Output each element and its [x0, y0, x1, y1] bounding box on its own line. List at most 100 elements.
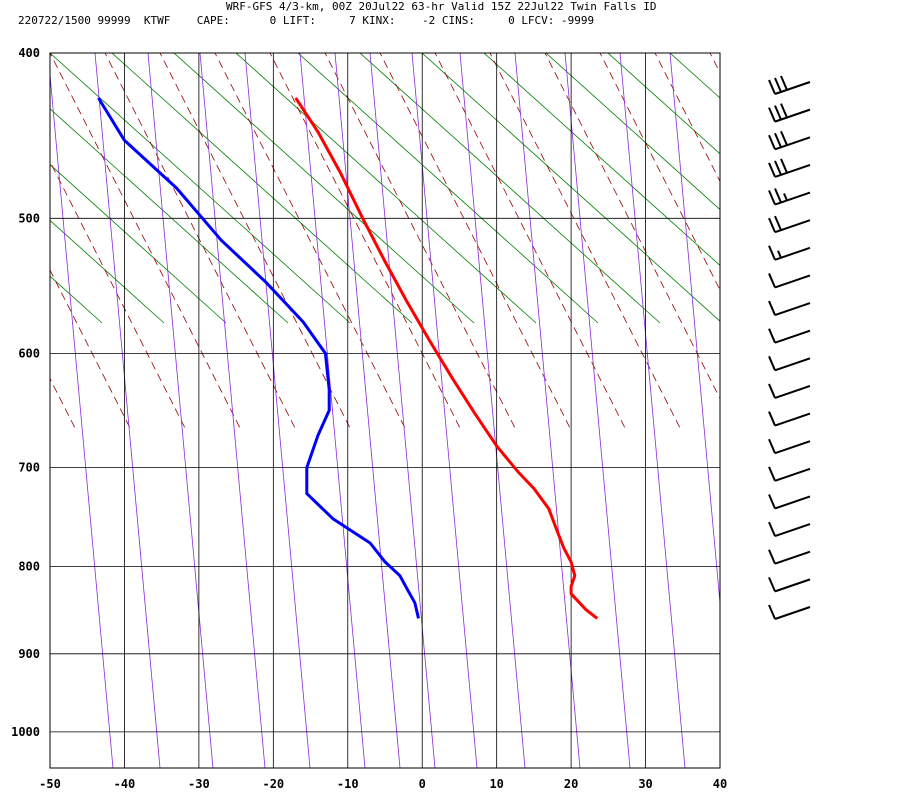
chart-title: WRF-GFS 4/3-km, 00Z 20Jul22 63-hr Valid … [226, 0, 657, 13]
wind-barb [768, 158, 811, 178]
barb-flag [774, 105, 782, 121]
mixing-ratio-line [94, 53, 161, 768]
x-tick-label: -20 [262, 777, 284, 791]
dry-adiabat-line [618, 0, 900, 323]
barb-flag [768, 411, 776, 426]
wind-barb [768, 328, 811, 344]
wind-barb [768, 466, 811, 482]
barb-flag [768, 162, 776, 178]
mixing-ratio-line [669, 53, 720, 608]
moist-adiabat-line [575, 0, 900, 428]
dry-adiabat-line [297, 53, 599, 324]
moist-adiabat-line [544, 53, 720, 400]
barb-flag [780, 158, 788, 174]
mixing-ratio-line [369, 53, 436, 768]
barb-flag [768, 273, 776, 288]
barb-flag [768, 134, 776, 150]
mixing-ratio-line [50, 70, 114, 768]
barb-flag [768, 328, 776, 344]
wind-barb [768, 245, 811, 261]
mixing-ratio-line [299, 53, 366, 768]
moist-adiabat-line [489, 53, 681, 429]
dry-adiabat-line [421, 53, 720, 322]
axis-ticks: -50 -40 -30 -20 -10 0 10 20 30 40 400 500 600 700 800 9… [11, 46, 727, 791]
wind-barb [768, 438, 811, 455]
barb-staff [774, 523, 811, 538]
barb-flag [774, 160, 782, 176]
barb-flag [768, 79, 776, 95]
mixing-ratio-line [411, 53, 478, 768]
wind-barb [768, 188, 811, 206]
barb-flag [768, 576, 776, 592]
barb-flag [768, 383, 776, 399]
wind-barb [768, 273, 811, 289]
wind-barb [768, 521, 811, 538]
moist-adiabat-line [0, 0, 20, 428]
barb-flag [768, 300, 776, 316]
wind-barb [768, 549, 811, 565]
dry-adiabat-line [50, 164, 227, 324]
barb-flag [768, 521, 776, 537]
x-tick-label: 30 [638, 777, 652, 791]
y-tick-label: 400 [18, 46, 40, 60]
dry-adiabat-line [483, 53, 720, 266]
mixing-ratio-line [334, 53, 401, 768]
plot-frame [49, 52, 721, 769]
dry-adiabat-line [50, 275, 103, 324]
barb-flag [768, 438, 776, 454]
barb-flag [774, 188, 782, 203]
barb-flag [780, 103, 788, 119]
dry-adiabat-line [556, 0, 900, 323]
barb-staff [774, 412, 811, 427]
x-tick-label: -30 [188, 777, 210, 791]
wind-barb [768, 494, 811, 510]
barb-staff [774, 302, 811, 316]
barb-flag [780, 75, 788, 91]
moist-adiabat-line [709, 53, 720, 74]
dry-adiabat-line [50, 53, 351, 324]
barb-staff [774, 550, 811, 565]
barb-flag [768, 245, 776, 261]
dry-adiabat-line [494, 0, 900, 323]
barb-flag [768, 217, 776, 233]
wind-barb [768, 383, 811, 399]
barb-staff [774, 357, 811, 372]
barb-half-flag [777, 250, 782, 259]
barb-flag [780, 130, 788, 146]
mixing-ratio-line [459, 53, 526, 768]
mixing-ratio-line [719, 53, 720, 58]
barb-flag [768, 494, 776, 509]
dry-adiabat-line [669, 53, 720, 99]
wind-barb [768, 411, 811, 427]
dry-adiabat-line [545, 53, 720, 211]
barb-staff [774, 578, 811, 593]
dry-adiabat-line [235, 53, 537, 324]
background-lines [0, 0, 900, 768]
moist-adiabat-line [630, 0, 900, 428]
mixing-ratio-line [199, 53, 266, 768]
wind-barb [768, 215, 811, 234]
barb-staff [774, 385, 811, 399]
dry-adiabat-line [111, 53, 413, 324]
barb-flag [768, 604, 776, 620]
mixing-ratio-line [244, 53, 311, 768]
barb-staff [774, 274, 811, 289]
x-tick-label: 40 [713, 777, 727, 791]
y-tick-label: 1000 [11, 725, 40, 739]
wind-barb [768, 130, 811, 151]
barb-staff [774, 329, 811, 344]
moist-adiabat-line [654, 53, 720, 183]
moist-adiabat-line [159, 53, 351, 429]
dewpoint-trace [97, 97, 420, 619]
barb-flag [774, 132, 782, 148]
barb-flag [768, 107, 776, 123]
wind-barb [768, 355, 811, 372]
barb-flag [774, 77, 782, 93]
barb-flag [774, 215, 782, 231]
x-tick-label: -10 [337, 777, 359, 791]
barb-flag [768, 355, 776, 371]
dry-adiabat-line [359, 53, 661, 324]
wind-barb [768, 75, 811, 95]
moist-adiabat-line [379, 53, 571, 429]
